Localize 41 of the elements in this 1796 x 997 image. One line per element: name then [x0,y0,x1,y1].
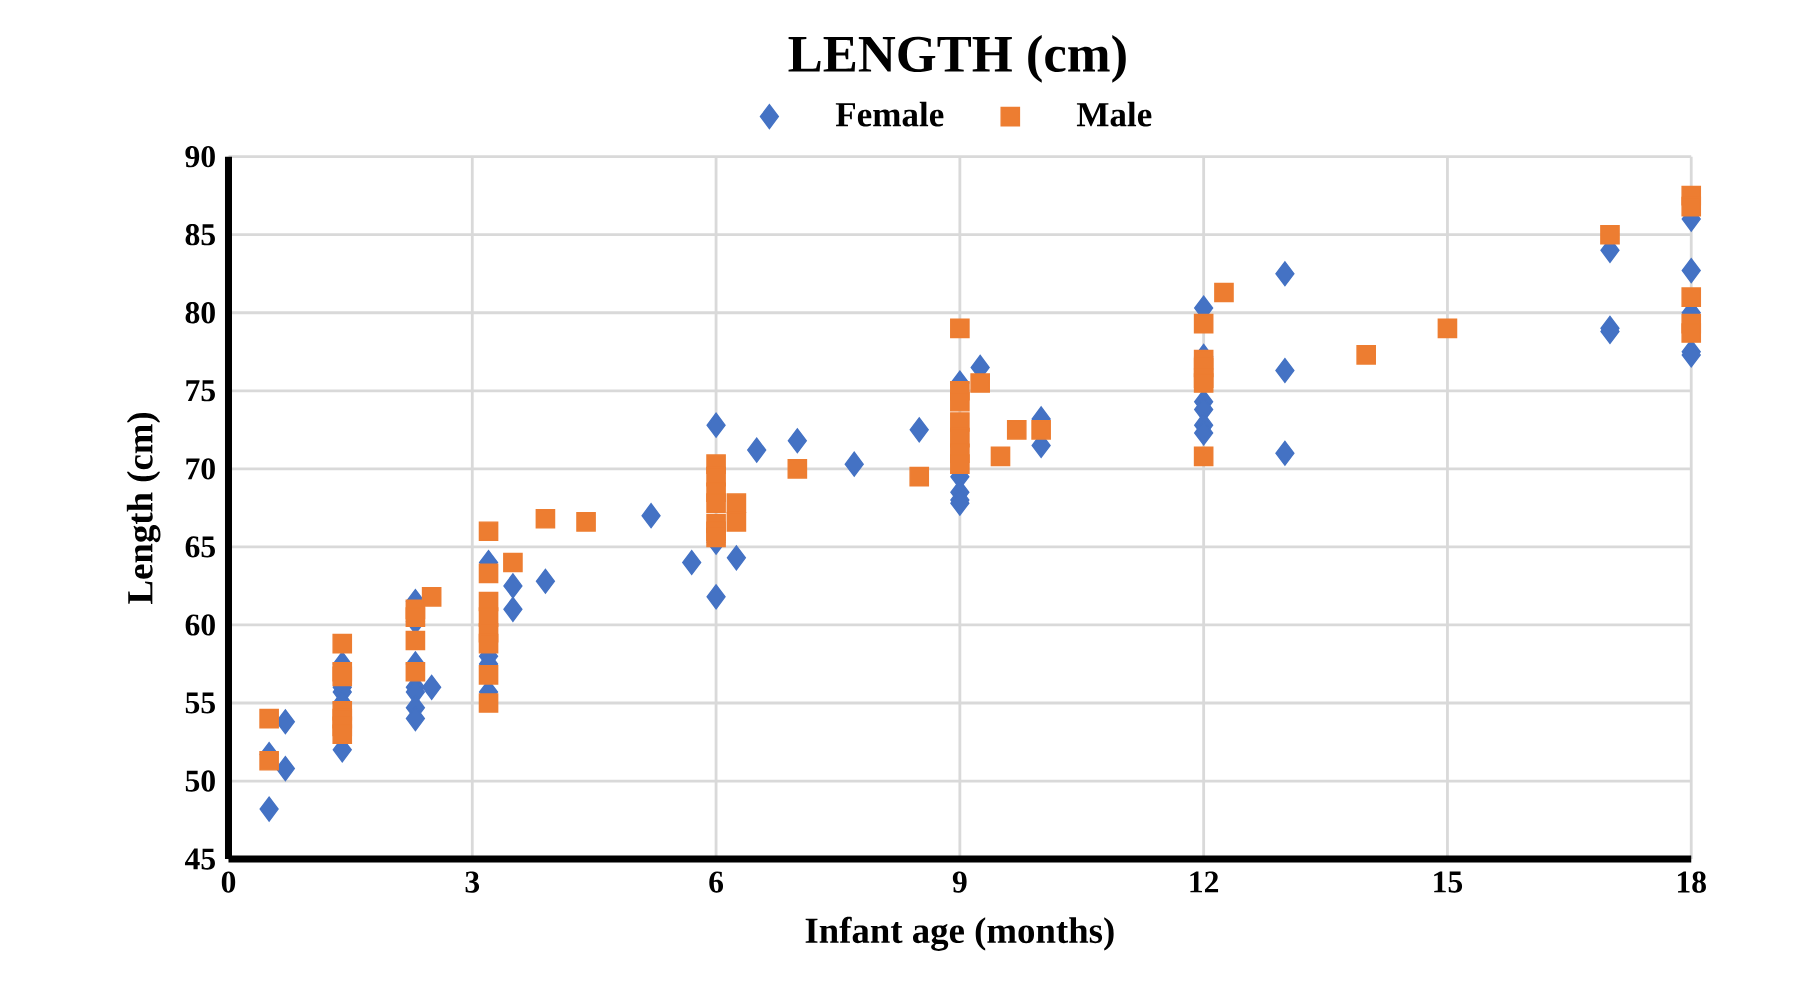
point [422,674,442,701]
point [706,584,726,610]
y-tick-label: 80 [185,302,215,324]
point [1681,258,1701,284]
point [535,568,556,594]
point [503,573,523,599]
point [706,412,726,438]
y-tick-label: 85 [185,224,215,246]
point [259,796,279,822]
y-tick-label: 50 [185,770,215,792]
x-tick-label: 3 [465,871,480,893]
point [1275,261,1295,287]
y-tick-label: 75 [186,380,215,402]
x-tick-label: 18 [1677,871,1706,893]
y-tick-label: 90 [185,146,215,168]
x-tick-label: 15 [1434,871,1463,893]
x-axis-title: Infant age (months) [805,916,1114,952]
point [641,503,661,529]
legend-label: Female [835,101,944,127]
x-tick-label: 0 [221,871,236,893]
legend-label: Male [1076,101,1152,127]
point [726,545,747,571]
y-tick-label: 55 [185,692,215,714]
point [909,417,929,443]
point [1275,440,1295,466]
point [682,549,702,576]
x-tick-label: 6 [709,871,724,893]
x-tick-label: 9 [952,871,967,893]
point [787,428,807,454]
point [275,756,296,782]
y-tick-label: 45 [184,848,215,870]
point [1275,357,1295,384]
y-tick-label: 65 [185,536,215,558]
y-axis-title: Length (cm) [126,413,161,605]
point [844,451,864,477]
x-tick-label: 12 [1190,871,1219,893]
point [747,437,767,463]
y-tick-label: 70 [186,458,215,480]
point [503,596,523,623]
chart-title: LENGTH (cm) [788,35,1126,83]
y-tick-label: 60 [185,614,215,636]
